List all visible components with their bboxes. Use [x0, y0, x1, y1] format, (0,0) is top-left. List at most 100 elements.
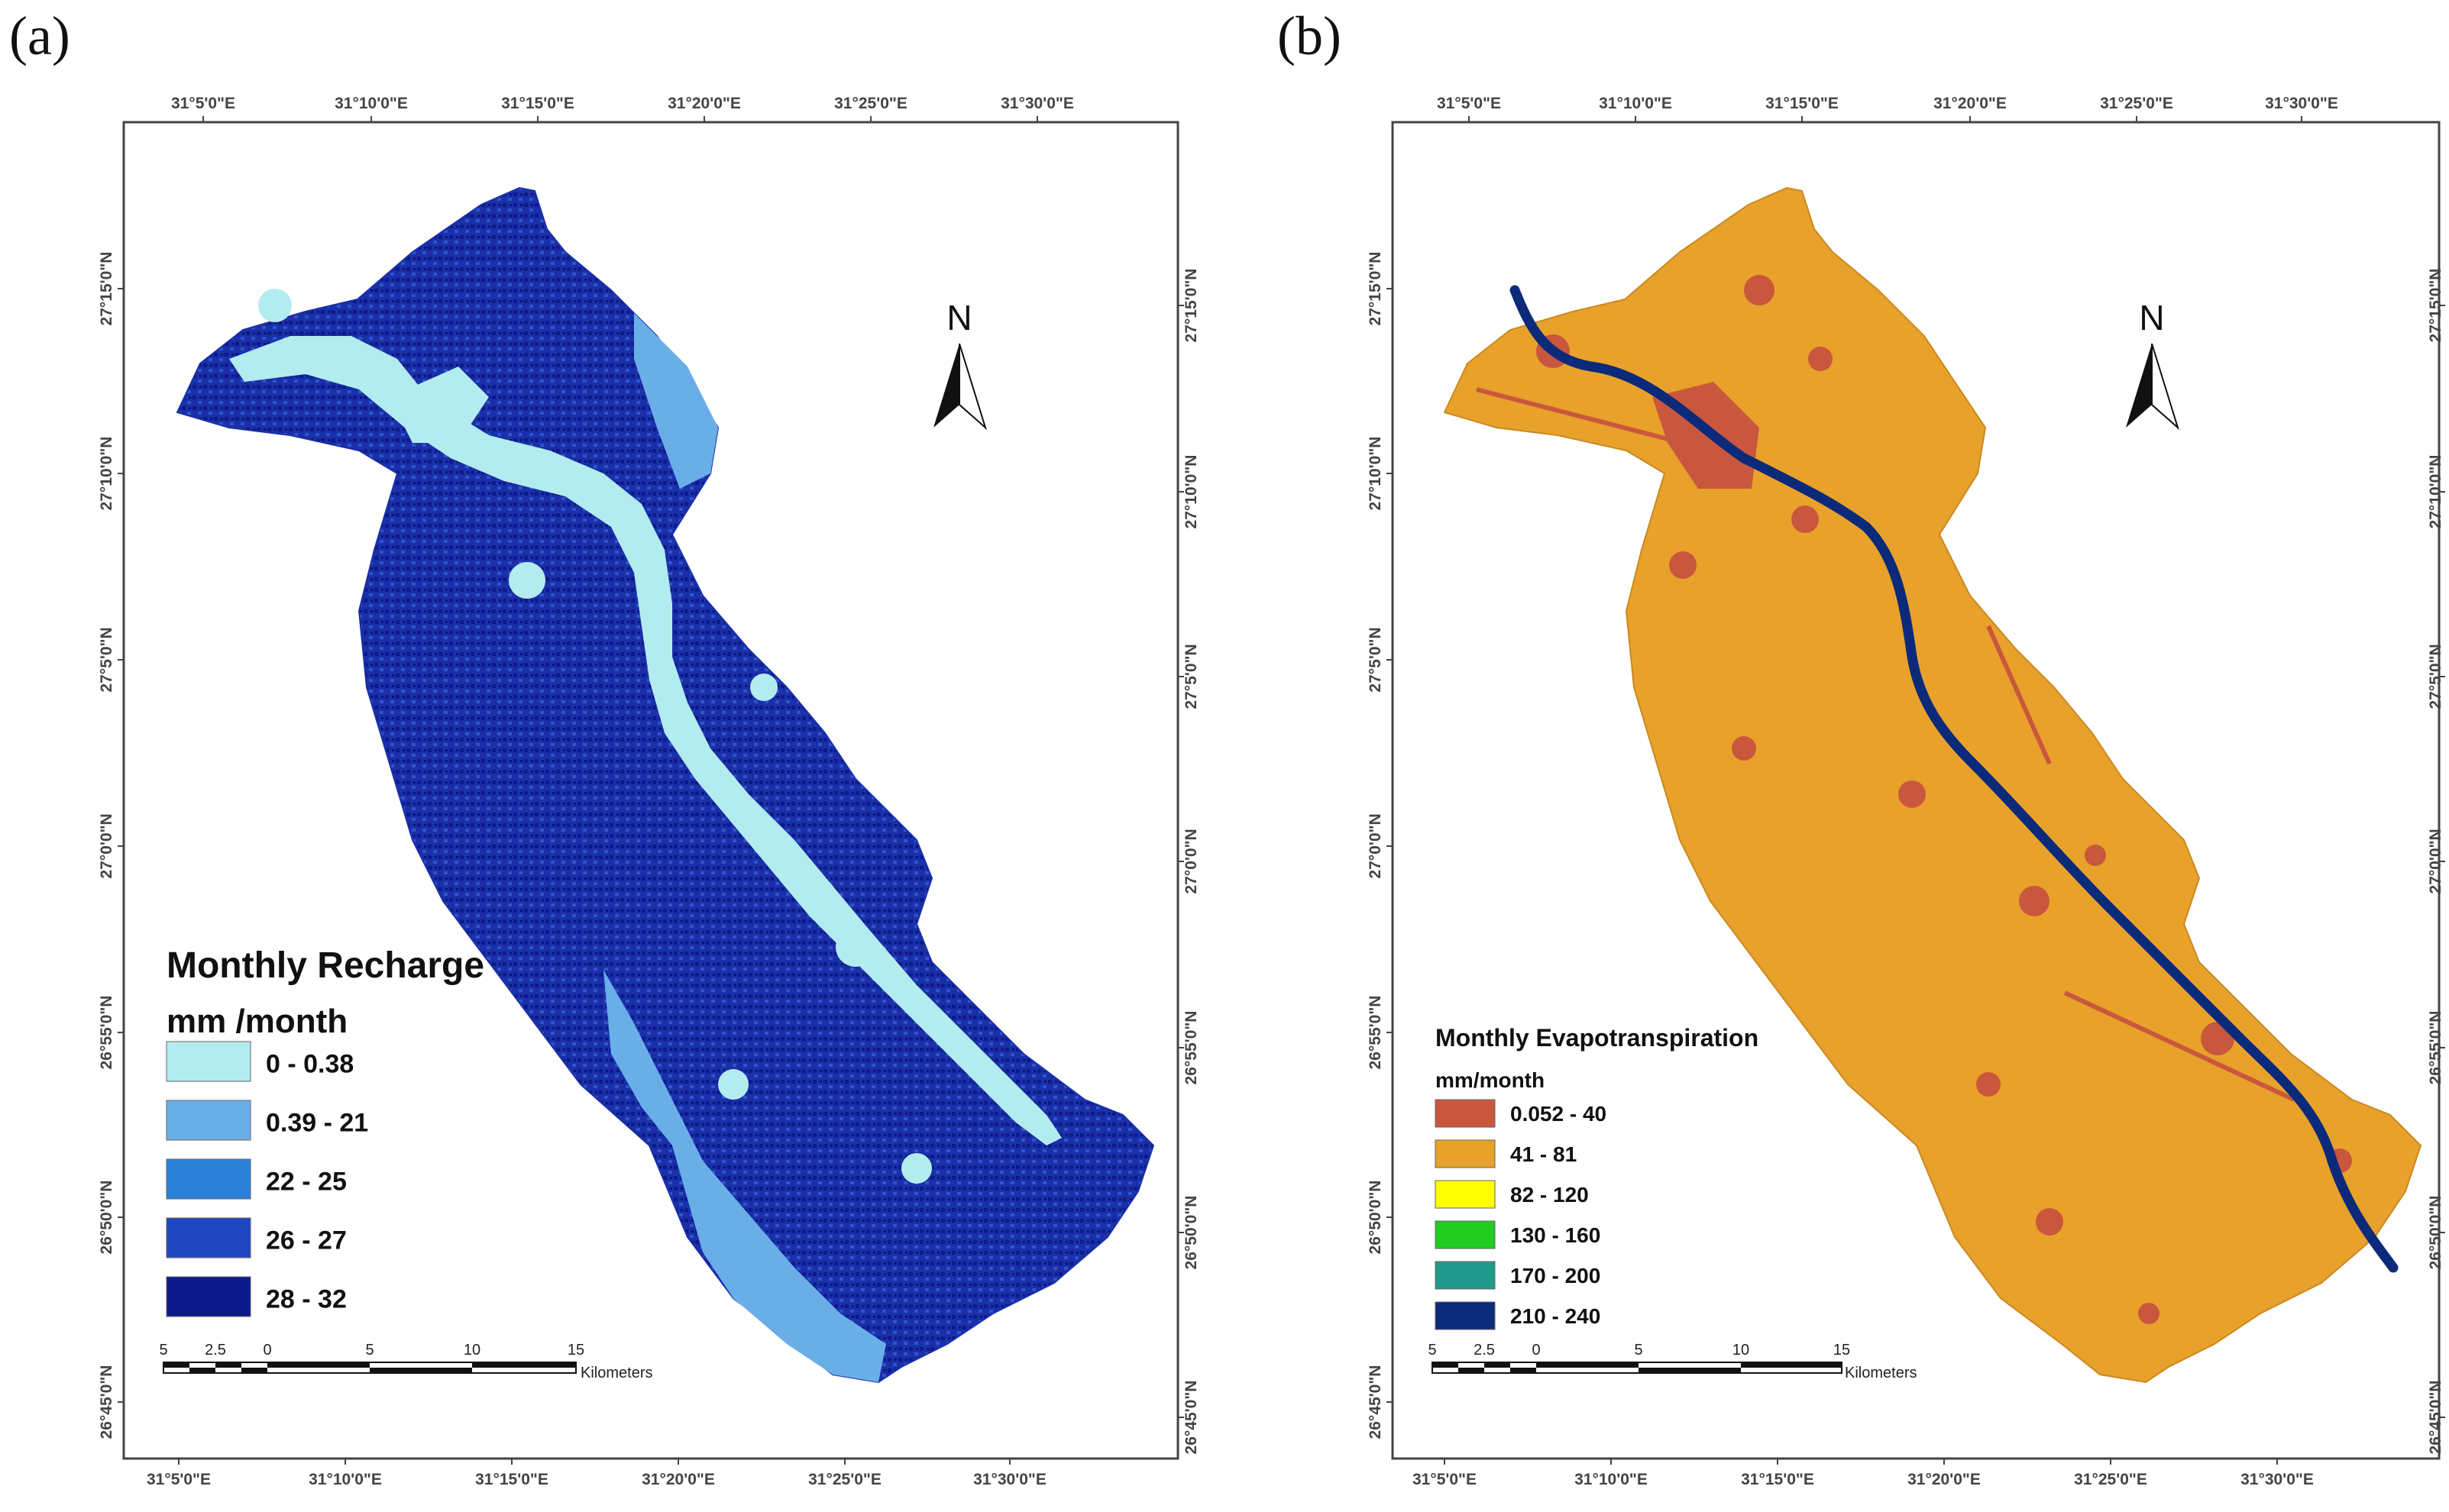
scale-label: 15 [1833, 1342, 1850, 1359]
scale-label: 5 [365, 1342, 374, 1359]
legend: Monthly Recharge mm /month 0 - 0.38 0.39 … [166, 945, 484, 1317]
legend: Monthly Evapotranspiration mm/month 0.05… [1435, 1024, 1758, 1330]
north-label: N [2139, 298, 2164, 338]
recharge-class-0.39-21-zone [634, 313, 718, 489]
et-class-0.052-40-zone [1976, 1072, 2001, 1097]
scale-label: 5 [1428, 1342, 1436, 1359]
et-class-0.052-40-zone [1732, 736, 1756, 761]
left-ticks: 27°15'0"N 27°10'0"N 27°5'0"N 27°0'0"N 26… [98, 252, 124, 1439]
legend-swatch [166, 1100, 251, 1141]
top-ticks: 31°5'0"E 31°10'0"E 31°15'0"E 31°20'0"E 3… [171, 95, 1074, 122]
scale-label: 0 [263, 1342, 271, 1359]
left-ticks: 27°15'0"N 27°10'0"N 27°5'0"N 27°0'0"N 26… [1367, 252, 1393, 1439]
top-tick-label: 31°30'0"E [2265, 95, 2338, 112]
right-tick-label: 27°5'0"N [1182, 644, 1200, 709]
left-tick-label: 27°10'0"N [98, 437, 115, 511]
bottom-tick-label: 31°20'0"E [642, 1471, 715, 1488]
left-tick-label: 26°45'0"N [98, 1365, 115, 1439]
recharge-class-0-0.38-zone [750, 674, 778, 701]
right-tick-label: 27°0'0"N [2427, 829, 2444, 893]
legend-swatch [1435, 1180, 1496, 1209]
top-tick-label: 31°5'0"E [1437, 95, 1501, 112]
bottom-tick-label: 31°25'0"E [2074, 1471, 2147, 1488]
bottom-tick-label: 31°20'0"E [1907, 1471, 1981, 1488]
et-class-0.052-40-zone [2085, 845, 2106, 866]
legend-swatch [1435, 1139, 1496, 1168]
right-tick-label: 26°55'0"N [2427, 1011, 2444, 1085]
study-area-base [1443, 186, 2422, 1384]
top-tick-label: 31°15'0"E [1765, 95, 1839, 112]
et-class-0.052-40-zone [1986, 625, 2052, 765]
left-tick-label: 27°0'0"N [1367, 813, 1384, 878]
top-tick-label: 31°25'0"E [2100, 95, 2173, 112]
left-tick-label: 26°55'0"N [1367, 996, 1384, 1070]
recharge-class-0-0.38-zone [258, 289, 292, 322]
right-ticks: 27°15'0"N 27°10'0"N 27°5'0"N 27°0'0"N 26… [2427, 269, 2445, 1454]
legend-swatch [1435, 1220, 1496, 1249]
scale-label: 2.5 [205, 1342, 226, 1359]
right-tick-label: 27°0'0"N [1182, 829, 1200, 893]
north-arrow-icon: N [933, 298, 988, 431]
scale-unit: Kilometers [1845, 1365, 1917, 1381]
panel-b-tag: (b) [1277, 5, 1341, 66]
et-class-0.052-40-zone [1669, 551, 1697, 579]
scale-bar: 5 2.5 0 5 10 15 Kilometers [159, 1342, 652, 1381]
left-tick-label: 27°15'0"N [1367, 252, 1384, 326]
bottom-tick-label: 31°10'0"E [1574, 1471, 1648, 1488]
bottom-ticks: 31°5'0"E 31°10'0"E 31°15'0"E 31°20'0"E 3… [1412, 1459, 2314, 1488]
scale-label: 5 [1634, 1342, 1642, 1359]
top-tick-label: 31°25'0"E [834, 95, 907, 112]
scale-label: 0 [1532, 1342, 1540, 1359]
right-tick-label: 27°5'0"N [2427, 644, 2444, 709]
north-arrow-icon: N [2126, 298, 2180, 431]
legend-title: Monthly Evapotranspiration [1435, 1024, 1758, 1052]
legend-label: 82 - 120 [1510, 1183, 1589, 1207]
right-tick-label: 26°50'0"N [1182, 1196, 1200, 1270]
left-tick-label: 26°55'0"N [98, 996, 115, 1070]
scale-bar: 5 2.5 0 5 10 15 Kilometers [1428, 1342, 1917, 1381]
legend-label: 0.052 - 40 [1510, 1102, 1606, 1126]
top-tick-label: 31°5'0"E [171, 95, 235, 112]
right-tick-label: 26°50'0"N [2427, 1196, 2444, 1270]
et-class-0.052-40-zone [1791, 506, 1819, 533]
legend-swatch [1435, 1099, 1496, 1128]
top-tick-label: 31°15'0"E [501, 95, 574, 112]
recharge-class-0-0.38-zone [836, 927, 875, 967]
left-tick-label: 26°45'0"N [1367, 1365, 1384, 1439]
legend-swatch [1435, 1261, 1496, 1290]
left-tick-label: 26°50'0"N [1367, 1181, 1384, 1255]
right-tick-label: 27°10'0"N [1182, 455, 1200, 529]
recharge-class-0.39-21-zone [603, 970, 886, 1382]
scale-label: 10 [464, 1342, 480, 1359]
legend-unit: mm/month [1435, 1068, 1545, 1092]
legend-label: 26 - 27 [266, 1226, 347, 1255]
scale-label: 5 [159, 1342, 167, 1359]
top-tick-label: 31°10'0"E [335, 95, 408, 112]
legend-swatch [166, 1276, 251, 1317]
left-tick-label: 27°0'0"N [98, 813, 115, 878]
scale-label: 15 [568, 1342, 584, 1359]
north-label: N [946, 298, 972, 338]
bottom-tick-label: 31°15'0"E [1741, 1471, 1814, 1488]
evapotranspiration-map-svg: 31°5'0"E 31°10'0"E 31°15'0"E 31°20'0"E 3… [1367, 95, 2445, 1488]
study-area-base [176, 186, 1155, 1384]
top-tick-label: 31°20'0"E [668, 95, 741, 112]
legend-unit: mm /month [167, 1003, 348, 1040]
recharge-class-0-0.38-zone [509, 562, 545, 599]
map-panel-a: 31°5'0"E 31°10'0"E 31°15'0"E 31°20'0"E 3… [0, 0, 1224, 1512]
top-tick-label: 31°10'0"E [1599, 95, 1672, 112]
legend-swatch [166, 1041, 251, 1082]
legend-label: 41 - 81 [1510, 1142, 1577, 1166]
et-class-0.052-40-zone [2019, 886, 2049, 916]
bottom-tick-label: 31°25'0"E [808, 1471, 882, 1488]
legend-label: 210 - 240 [1510, 1304, 1600, 1328]
et-class-0.052-40-zone [1476, 387, 1684, 445]
bottom-tick-label: 31°5'0"E [1412, 1471, 1477, 1488]
scale-unit: Kilometers [581, 1365, 652, 1381]
legend-label: 130 - 160 [1510, 1223, 1600, 1247]
legend-label: 0.39 - 21 [266, 1109, 368, 1138]
bottom-tick-label: 31°30'0"E [2240, 1471, 2314, 1488]
et-class-0.052-40-zone [2036, 1208, 2063, 1236]
top-tick-label: 31°20'0"E [1933, 95, 2007, 112]
legend-label: 170 - 200 [1510, 1264, 1600, 1287]
